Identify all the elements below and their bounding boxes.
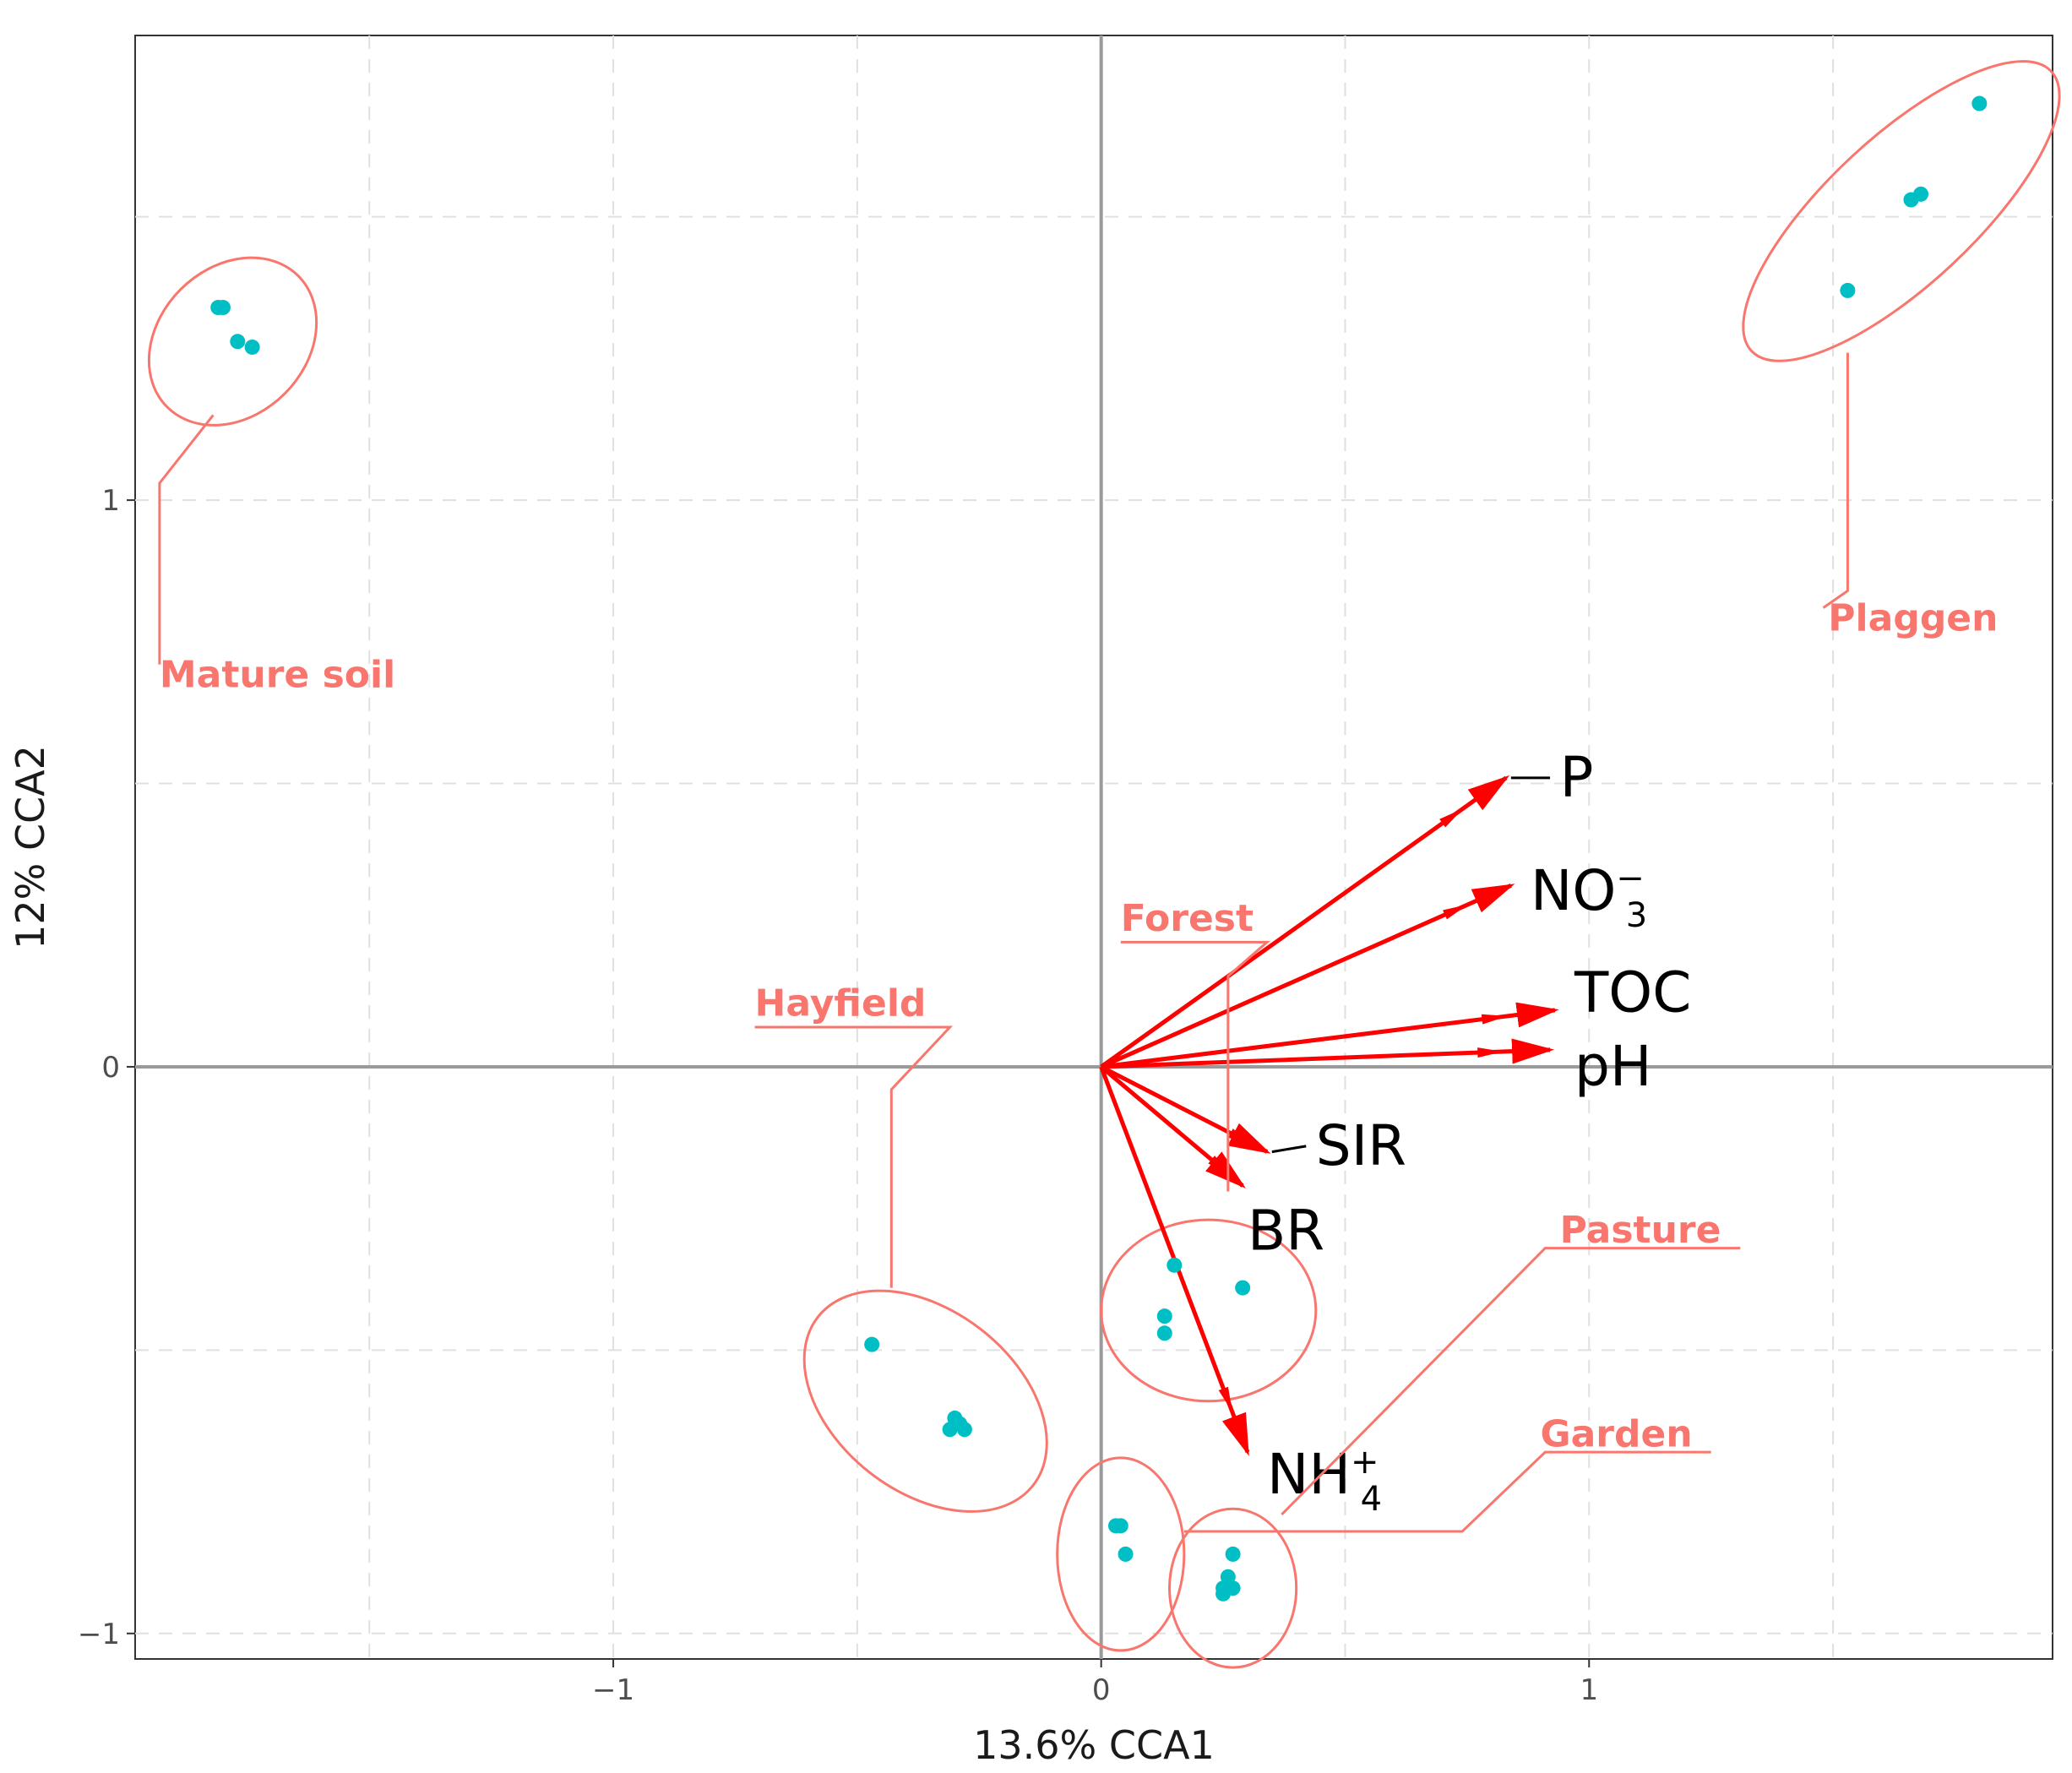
ellipse-garden (1056, 1456, 1186, 1652)
vector-label-toc: TOC (1574, 960, 1691, 1025)
point-pasture (1220, 1569, 1236, 1585)
label-mature-soil: Mature soil (160, 653, 395, 696)
x-axis-title: 13.6% CCA1 (973, 1722, 1215, 1768)
axis-ticks: −1 0 1 −1 0 1 (78, 484, 1598, 1707)
group-labels: Mature soil Plaggen Forest Hayfield Pasture G… (158, 352, 1998, 1533)
ellipse-pasture (1168, 1507, 1298, 1669)
y-axis-title: 12% CCA2 (8, 745, 53, 949)
label-forest: Forest (1121, 897, 1254, 940)
sample-points (210, 95, 1988, 1602)
arrow-ph (1101, 1038, 1555, 1069)
plot-panel (134, 35, 2053, 1660)
arrow-tip-sir (1228, 1129, 1254, 1145)
arrow-toc (1101, 1002, 1559, 1069)
point-hayfield (956, 1422, 972, 1438)
arrow-p (1100, 775, 1510, 1069)
vector-label-no: NO− 3 (1531, 858, 1647, 935)
arrow-tip-toc (1481, 1014, 1508, 1025)
leader-forest (1120, 940, 1271, 1192)
arrow-tip-p (1439, 808, 1464, 828)
point-mature-soil (230, 334, 246, 350)
point-forest (1167, 1257, 1183, 1273)
point-garden (1118, 1546, 1134, 1562)
arrow-tip-nh (1218, 1386, 1232, 1412)
label-pasture: Pasture (1560, 1209, 1721, 1252)
arrow-tip-br (1208, 1156, 1232, 1177)
group-ellipses (147, 60, 2061, 1669)
y-tick-label: −1 (78, 1618, 120, 1651)
y-tick-label: 0 (101, 1051, 120, 1085)
leader-plaggen (1822, 352, 1849, 609)
label-garden: Garden (1541, 1412, 1693, 1455)
arrow-tip-ph (1477, 1047, 1504, 1058)
label-hayfield: Hayfield (755, 982, 927, 1025)
arrow-no (1100, 883, 1515, 1069)
ellipse-plaggen (1742, 60, 2061, 362)
vector-label-ph: pH (1574, 1034, 1652, 1099)
point-hayfield (942, 1422, 958, 1438)
point-forest (1156, 1308, 1172, 1324)
x-tick-label: 1 (1580, 1673, 1598, 1707)
point-garden (1112, 1518, 1128, 1534)
y-tick-label: 1 (101, 484, 120, 518)
point-forest (1235, 1280, 1251, 1296)
label-plaggen: Plaggen (1828, 596, 1998, 639)
point-hayfield (864, 1336, 880, 1352)
point-mature-soil (215, 300, 231, 316)
point-pasture (1225, 1546, 1241, 1562)
zero-lines (135, 35, 2053, 1659)
leader-mature-soil (158, 414, 215, 665)
vector-label-br: BR (1248, 1199, 1324, 1264)
leader-pasture (1281, 1247, 1741, 1515)
vector-leader-sir (1271, 1145, 1307, 1154)
leader-garden (1183, 1450, 1711, 1533)
x-tick-label: 0 (1092, 1673, 1111, 1707)
point-forest (1156, 1325, 1172, 1341)
ellipse-forest (1100, 1218, 1318, 1403)
ellipse-mature-soil (147, 256, 318, 427)
environmental-vectors: P NO− 3 TOC pH SIR BR NH+ 4 (1099, 745, 1691, 1519)
point-mature-soil (244, 339, 260, 355)
vector-label-sir: SIR (1316, 1113, 1406, 1178)
vector-label-nh: NH+ 4 (1267, 1442, 1382, 1519)
leader-hayfield (754, 1025, 954, 1288)
ellipse-hayfield (802, 1289, 1048, 1513)
arrow-tip-no (1443, 904, 1468, 920)
point-plaggen (1971, 95, 1988, 111)
vector-label-p: P (1560, 745, 1594, 810)
point-plaggen (1840, 282, 1856, 298)
point-pasture (1215, 1585, 1232, 1602)
point-plaggen (1913, 186, 1929, 202)
x-tick-label: −1 (592, 1673, 634, 1707)
